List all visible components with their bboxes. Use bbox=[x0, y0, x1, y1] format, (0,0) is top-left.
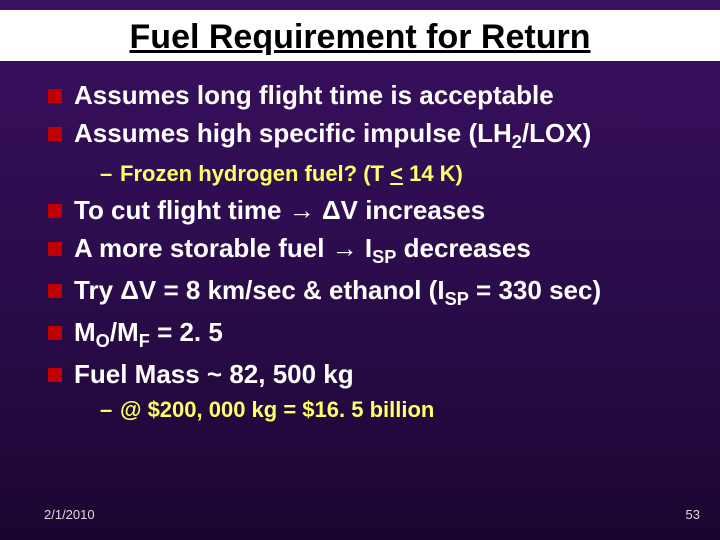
sub-bullet-item: Frozen hydrogen fuel? (T < 14 K) bbox=[100, 159, 690, 189]
bullet-item: Assumes long flight time is acceptable bbox=[48, 79, 690, 113]
footer-date: 2/1/2010 bbox=[44, 507, 95, 522]
bullet-item: Assumes high specific impulse (LH2/LOX) F… bbox=[48, 117, 690, 189]
slide-title: Fuel Requirement for Return bbox=[0, 10, 720, 61]
bullet-text: MO/MF = 2. 5 bbox=[74, 317, 223, 347]
bullet-text: Assumes long flight time is acceptable bbox=[74, 80, 554, 110]
bullet-list: Assumes long flight time is acceptable As… bbox=[48, 79, 690, 425]
bullet-item: A more storable fuel → ISP decreases bbox=[48, 232, 690, 270]
footer-page-number: 53 bbox=[686, 507, 700, 522]
bullet-item: MO/MF = 2. 5 bbox=[48, 316, 690, 354]
bullet-text: To cut flight time → ΔV increases bbox=[74, 195, 485, 225]
bullet-text: Fuel Mass ~ 82, 500 kg bbox=[74, 359, 354, 389]
sub-bullet-list: Frozen hydrogen fuel? (T < 14 K) bbox=[100, 159, 690, 189]
bullet-text: A more storable fuel → ISP decreases bbox=[74, 233, 531, 263]
sub-bullet-item: @ $200, 000 kg = $16. 5 billion bbox=[100, 395, 690, 425]
sub-bullet-list: @ $200, 000 kg = $16. 5 billion bbox=[100, 395, 690, 425]
bullet-item: Try ΔV = 8 km/sec & ethanol (ISP = 330 s… bbox=[48, 274, 690, 312]
bullet-text: Assumes high specific impulse (LH2/LOX) bbox=[74, 118, 591, 148]
bullet-text: Try ΔV = 8 km/sec & ethanol (ISP = 330 s… bbox=[74, 275, 601, 305]
bullet-item: To cut flight time → ΔV increases bbox=[48, 194, 690, 228]
bullet-item: Fuel Mass ~ 82, 500 kg @ $200, 000 kg = $… bbox=[48, 358, 690, 425]
slide: Fuel Requirement for Return Assumes long… bbox=[0, 0, 720, 540]
